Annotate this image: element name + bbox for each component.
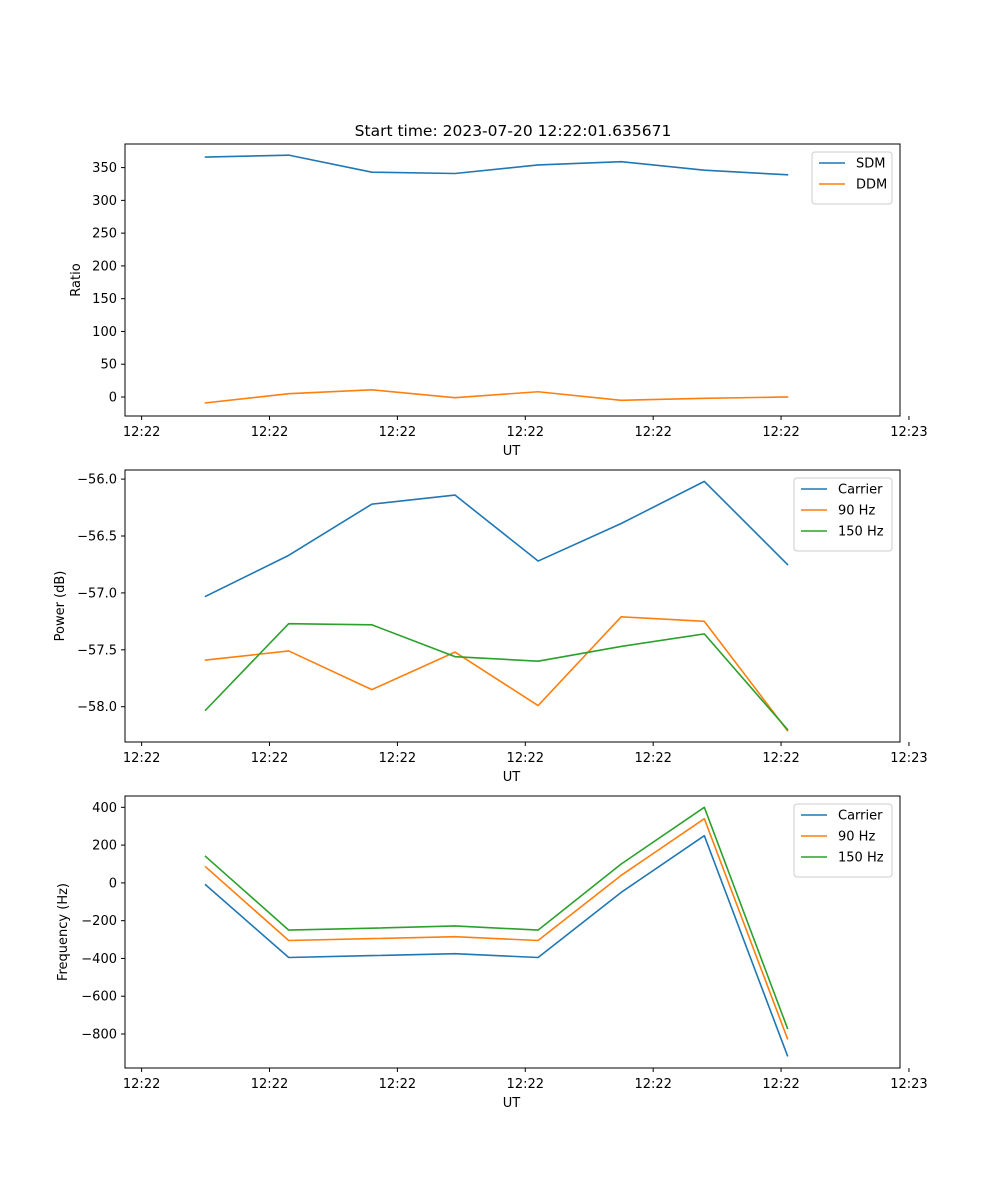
y-tick-label: 0 [109, 876, 117, 891]
legend-label: DDM [856, 178, 887, 193]
series-line-90-hz [204, 616, 789, 732]
legend-box [793, 477, 893, 552]
x-tick-label: 12:22 [123, 425, 160, 440]
y-tick-label: −56.0 [77, 473, 117, 488]
x-axis-label: UT [503, 770, 521, 785]
x-tick-label: 12:22 [507, 425, 544, 440]
y-tick-label: −57.5 [77, 643, 117, 658]
y-tick-label: −600 [81, 990, 117, 1005]
series-line-sdm [204, 154, 789, 176]
series-line-carrier [204, 480, 789, 598]
legend-label: SDM [856, 157, 885, 172]
x-tick-label: 12:22 [762, 425, 799, 440]
axes-frame [124, 143, 901, 417]
x-tick-label: 12:22 [379, 751, 416, 766]
figure-title: Start time: 2023-07-20 12:22:01.635671 [355, 122, 672, 140]
legend-label: Carrier [838, 483, 883, 498]
x-tick-label: 12:22 [123, 1077, 160, 1092]
x-tick-label: 12:22 [762, 751, 799, 766]
series-line-150-hz [204, 622, 789, 731]
subplot-1: 12:22 12:22 12:22 12:22 12:22 12:22 12:23 0 50 10… [69, 143, 928, 459]
y-axis-label: Frequency (Hz) [56, 883, 71, 981]
y-axis-label: Ratio [69, 263, 84, 296]
x-tick-label: 12:22 [123, 751, 160, 766]
x-tick-label: 12:23 [890, 1077, 927, 1092]
x-tick-label: 12:23 [890, 425, 927, 440]
legend-label: 90 Hz [838, 830, 875, 845]
x-tick-label: 12:22 [507, 751, 544, 766]
y-tick-label: −400 [81, 952, 117, 967]
y-tick-label: 100 [92, 325, 117, 340]
charts-container: 12:22 12:22 12:22 12:22 12:22 12:22 12:23 0 50 10… [53, 143, 928, 1111]
legend-label: 150 Hz [838, 525, 884, 540]
y-tick-label: −800 [81, 1028, 117, 1043]
y-tick-label: 300 [92, 194, 117, 209]
subplot-2: 12:22 12:22 12:22 12:22 12:22 12:22 12:23 −58.0… [53, 469, 928, 785]
y-tick-label: 200 [92, 259, 117, 274]
series-line-90-hz [204, 817, 789, 1040]
series-line-150-hz [204, 806, 789, 1030]
x-tick-label: 12:23 [890, 751, 927, 766]
y-tick-label: −58.0 [77, 700, 117, 715]
x-axis-label: UT [503, 1096, 521, 1111]
x-tick-label: 12:22 [379, 1077, 416, 1092]
x-tick-label: 12:22 [251, 1077, 288, 1092]
axes-frame [124, 795, 901, 1069]
axes-frame [124, 469, 901, 743]
y-tick-label: −200 [81, 914, 117, 929]
x-tick-label: 12:22 [507, 1077, 544, 1092]
x-tick-label: 12:22 [634, 1077, 671, 1092]
x-tick-label: 12:22 [251, 425, 288, 440]
x-tick-label: 12:22 [251, 751, 288, 766]
series-line-carrier [204, 834, 789, 1057]
legend-box [811, 151, 893, 205]
y-axis-label: Power (dB) [53, 571, 68, 642]
subplot-3: 12:22 12:22 12:22 12:22 12:22 12:22 12:23 −800 −… [56, 795, 928, 1111]
x-tick-label: 12:22 [762, 1077, 799, 1092]
x-axis-label: UT [503, 444, 521, 459]
y-tick-label: 150 [92, 292, 117, 307]
y-tick-label: 0 [109, 390, 117, 405]
y-tick-label: −56.5 [77, 530, 117, 545]
y-tick-label: 50 [100, 358, 117, 373]
x-tick-label: 12:22 [379, 425, 416, 440]
legend-box [793, 803, 893, 878]
legend: Carrier 90 Hz 150 Hz [793, 477, 893, 552]
legend-label: Carrier [838, 809, 883, 824]
series-line-ddm [204, 388, 789, 404]
legend-label: 90 Hz [838, 504, 875, 519]
legend: SDM DDM [811, 151, 893, 205]
y-tick-label: 250 [92, 227, 117, 242]
y-tick-label: 350 [92, 161, 117, 176]
x-tick-label: 12:22 [634, 425, 671, 440]
y-tick-label: −57.0 [77, 586, 117, 601]
x-tick-label: 12:22 [634, 751, 671, 766]
legend: Carrier 90 Hz 150 Hz [793, 803, 893, 878]
y-tick-label: 200 [92, 839, 117, 854]
legend-label: 150 Hz [838, 851, 884, 866]
y-tick-label: 400 [92, 801, 117, 816]
